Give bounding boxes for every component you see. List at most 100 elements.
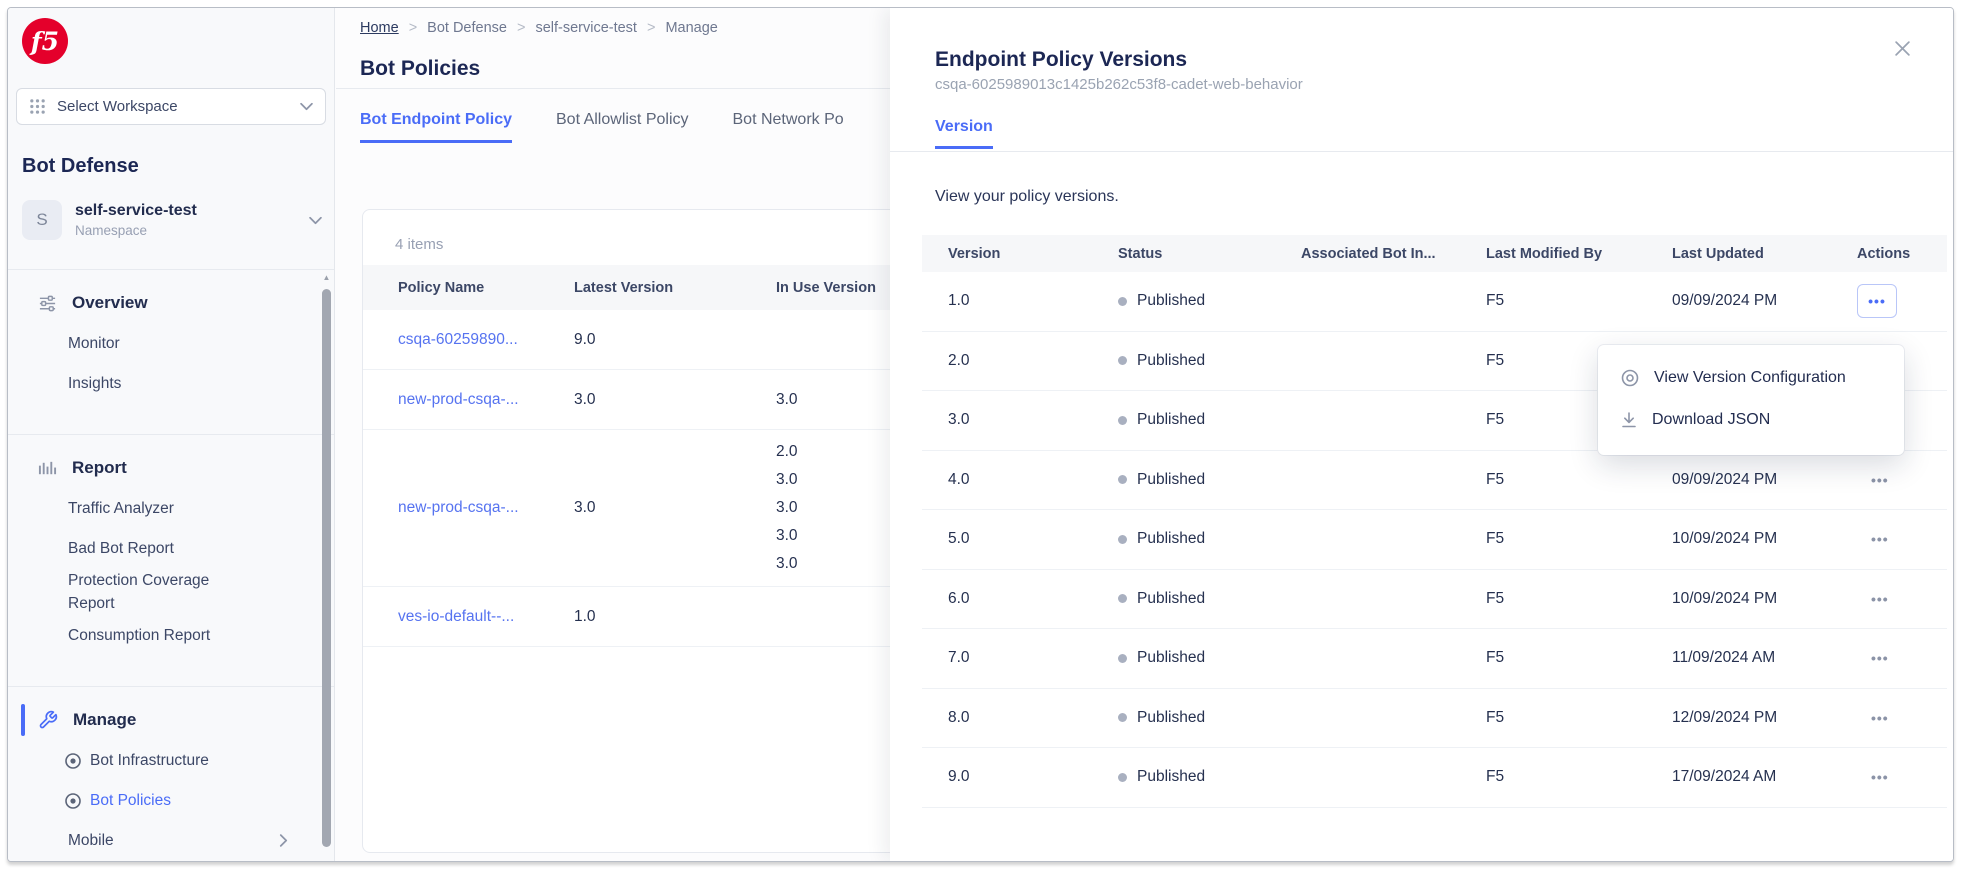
sidebar-item-bad-bot-report[interactable]: Bad Bot Report xyxy=(8,529,334,569)
version-table-row: 6.0 Published F5 10/09/2024 PM ••• xyxy=(922,570,1947,629)
actions-cell: ••• xyxy=(1857,586,1947,612)
policy-name-link[interactable]: new-prod-csqa-... xyxy=(398,390,519,408)
status-cell: Published xyxy=(1118,768,1301,786)
workspace-selector[interactable]: Select Workspace xyxy=(16,88,326,125)
sidebar-section-header-report[interactable]: Report xyxy=(8,447,334,489)
sidebar-item-bot-infrastructure[interactable]: Bot Infrastructure xyxy=(8,741,334,781)
latest-version-cell: 1.0 xyxy=(574,607,596,625)
versions-table-header: Version Status Associated Bot In... Last Mo… xyxy=(922,235,1947,272)
breadcrumb-item-home[interactable]: Home xyxy=(360,20,399,36)
status-dot-icon xyxy=(1118,713,1127,723)
sidebar-item-monitor[interactable]: Monitor xyxy=(8,324,334,364)
sidebar-section-overview: Overview Monitor Insights xyxy=(8,269,334,434)
column-header-status: Status xyxy=(1118,245,1163,262)
panel-tabs: Version xyxy=(935,118,993,149)
version-table-row: 4.0 Published F5 09/09/2024 PM ••• xyxy=(922,451,1947,510)
in-use-version-cell: 2.0 3.0 3.0 3.0 3.0 xyxy=(776,438,1061,578)
panel-tab-version[interactable]: Version xyxy=(935,118,993,149)
status-dot-icon xyxy=(1118,653,1127,663)
column-header-actions: Actions xyxy=(1857,245,1911,262)
wrench-icon xyxy=(38,710,58,730)
panel-title: Endpoint Policy Versions xyxy=(935,48,1188,72)
menu-item-download-json[interactable]: Download JSON xyxy=(1598,399,1904,441)
column-header-latest-version: Latest Version xyxy=(574,279,674,296)
sidebar-nav: Overview Monitor Insights Report Traffic Ana… xyxy=(8,269,334,861)
row-actions-button[interactable]: ••• xyxy=(1865,586,1895,612)
table-row: new-prod-csqa-... 3.0 3.0 xyxy=(363,370,1061,430)
last-modified-by-cell: F5 xyxy=(1486,411,1505,429)
sidebar-section-header-overview[interactable]: Overview xyxy=(8,282,334,324)
version-cell: 5.0 xyxy=(948,530,970,548)
column-header-associated-bot-in: Associated Bot In... xyxy=(1301,245,1436,262)
sidebar-item-label: Bot Infrastructure xyxy=(90,751,209,769)
sidebar-section-header-manage[interactable]: Manage xyxy=(8,699,334,741)
sidebar-section-report: Report Traffic Analyzer Bad Bot Report Prot… xyxy=(8,434,334,686)
sidebar: f5 Select Workspace Bot Defense S self-s… xyxy=(8,8,335,861)
row-actions-button[interactable]: ••• xyxy=(1857,284,1897,319)
last-updated-cell: 11/09/2024 AM xyxy=(1672,649,1776,667)
namespace-name: self-service-test xyxy=(75,202,197,219)
table-row: new-prod-csqa-... 3.0 2.0 3.0 3.0 3.0 3.0 xyxy=(363,430,1061,587)
sidebar-item-insights[interactable]: Insights xyxy=(8,364,334,404)
chevron-right-icon xyxy=(279,834,288,847)
scrollbar-thumb[interactable] xyxy=(322,289,331,847)
sidebar-item-label: Bot Policies xyxy=(90,791,171,809)
sidebar-item-traffic-analyzer[interactable]: Traffic Analyzer xyxy=(8,489,334,529)
policy-name-link[interactable]: new-prod-csqa-... xyxy=(398,499,519,516)
status-dot-icon xyxy=(1118,772,1127,782)
row-actions-button[interactable]: ••• xyxy=(1865,526,1895,552)
sidebar-item-bot-policies[interactable]: Bot Policies xyxy=(8,781,334,821)
breadcrumb-item-bot-defense[interactable]: Bot Defense xyxy=(427,20,507,36)
namespace-selector[interactable]: S self-service-test Namespace xyxy=(22,200,322,240)
sidebar-item-mobile[interactable]: Mobile xyxy=(8,821,334,861)
actions-cell: ••• xyxy=(1857,526,1947,552)
panel-description: View your policy versions. xyxy=(935,188,1119,205)
close-icon[interactable] xyxy=(1890,36,1915,64)
breadcrumb-item-self-service-test[interactable]: self-service-test xyxy=(535,20,637,36)
panel-subtitle: csqa-6025989013c1425b262c53f8-cadet-web-… xyxy=(935,76,1303,93)
policy-name-link[interactable]: csqa-60259890... xyxy=(398,330,518,348)
chevron-down-icon xyxy=(309,216,322,225)
menu-item-view-version-configuration[interactable]: View Version Configuration xyxy=(1598,357,1904,399)
sidebar-item-label: Mobile xyxy=(68,831,114,849)
row-actions-button[interactable]: ••• xyxy=(1865,645,1895,671)
namespace-avatar: S xyxy=(22,200,62,240)
status-cell: Published xyxy=(1118,530,1301,548)
actions-cell: ••• xyxy=(1857,284,1947,319)
column-header-in-use-version: In Use Version xyxy=(776,279,876,296)
actions-cell: ••• xyxy=(1857,764,1947,790)
namespace-info: self-service-test Namespace xyxy=(75,202,197,238)
tab-bot-network-po[interactable]: Bot Network Po xyxy=(732,111,844,128)
sidebar-scrollbar[interactable]: ▲ xyxy=(320,271,333,851)
version-table-row: 5.0 Published F5 10/09/2024 PM ••• xyxy=(922,510,1947,570)
status-label: Published xyxy=(1137,470,1206,488)
versions-table: Version Status Associated Bot In... Last Mo… xyxy=(922,235,1947,808)
row-actions-button[interactable]: ••• xyxy=(1865,764,1895,790)
status-label: Published xyxy=(1137,768,1206,786)
row-actions-button[interactable]: ••• xyxy=(1865,467,1895,493)
f5-logo: f5 xyxy=(22,18,68,64)
tab-bot-allowlist-policy[interactable]: Bot Allowlist Policy xyxy=(556,111,689,128)
sliders-icon xyxy=(38,294,57,313)
actions-cell: ••• xyxy=(1857,705,1947,731)
sidebar-item-consumption-report[interactable]: Consumption Report xyxy=(8,616,334,656)
policy-name-cell: ves-io-default--... xyxy=(398,608,574,626)
tab-bot-endpoint-policy[interactable]: Bot Endpoint Policy xyxy=(360,111,512,143)
policy-name-link[interactable]: ves-io-default--... xyxy=(398,607,515,625)
sidebar-item-protection-coverage-report[interactable]: Protection Coverage Report xyxy=(8,569,334,616)
row-actions-button[interactable]: ••• xyxy=(1865,705,1895,731)
sidebar-item-label: Consumption Report xyxy=(68,626,211,644)
version-cell: 2.0 xyxy=(948,351,970,369)
scroll-up-arrow-icon[interactable]: ▲ xyxy=(322,273,331,282)
view-icon xyxy=(1620,368,1640,388)
status-label: Published xyxy=(1137,649,1206,667)
sidebar-section-label: Report xyxy=(72,458,127,477)
breadcrumb-item-manage[interactable]: Manage xyxy=(665,20,718,36)
version-cell: 6.0 xyxy=(948,589,970,607)
status-label: Published xyxy=(1137,351,1206,369)
target-icon xyxy=(64,792,82,810)
panel-tabs-divider xyxy=(890,151,1953,152)
table-row: ves-io-default--... 1.0 xyxy=(363,587,1061,647)
in-use-version-value: 3.0 xyxy=(776,527,798,544)
